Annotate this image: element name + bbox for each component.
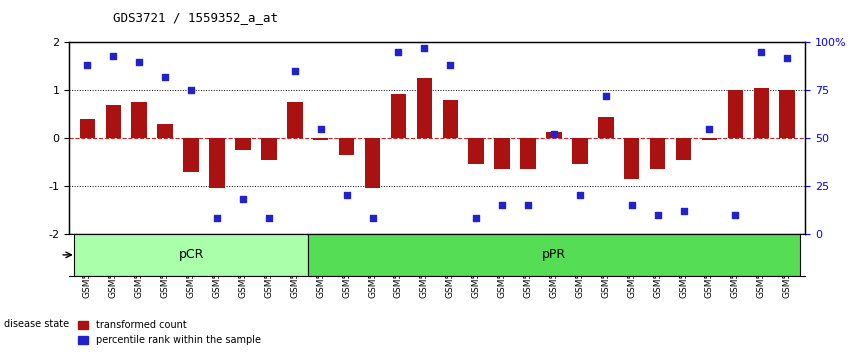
Bar xyxy=(158,124,173,138)
Bar xyxy=(727,90,743,138)
Bar xyxy=(287,102,302,138)
Point xyxy=(624,202,638,208)
Point xyxy=(573,193,587,198)
Bar xyxy=(675,138,691,160)
Point xyxy=(391,49,405,55)
Point xyxy=(728,212,742,217)
Bar xyxy=(339,138,354,155)
Bar xyxy=(307,234,800,276)
Point xyxy=(754,49,768,55)
Point xyxy=(210,216,224,221)
Point xyxy=(599,93,613,99)
Point xyxy=(547,131,561,137)
Bar xyxy=(546,132,562,138)
Point xyxy=(650,212,664,217)
Bar xyxy=(469,138,484,164)
Bar xyxy=(701,138,717,141)
Point xyxy=(469,216,483,221)
Bar xyxy=(236,138,251,150)
Point xyxy=(676,208,690,213)
Text: pPR: pPR xyxy=(542,249,566,261)
Bar xyxy=(184,138,199,172)
Point xyxy=(81,63,94,68)
Point xyxy=(780,55,794,61)
Bar xyxy=(74,234,307,276)
Bar xyxy=(650,138,665,169)
Bar xyxy=(391,94,406,138)
Point xyxy=(262,216,275,221)
Point xyxy=(339,193,353,198)
Bar xyxy=(417,78,432,138)
Bar xyxy=(598,116,614,138)
Bar xyxy=(80,119,95,138)
Text: disease state: disease state xyxy=(4,319,69,329)
Point xyxy=(184,87,198,93)
Text: GDS3721 / 1559352_a_at: GDS3721 / 1559352_a_at xyxy=(113,11,278,24)
Bar xyxy=(106,105,121,138)
Bar xyxy=(494,138,510,169)
Bar xyxy=(779,90,795,138)
Bar xyxy=(572,138,588,164)
Bar xyxy=(365,138,380,188)
Point xyxy=(236,196,250,202)
Point xyxy=(443,63,457,68)
Point xyxy=(521,202,535,208)
Point xyxy=(313,126,327,131)
Bar xyxy=(261,138,276,160)
Bar xyxy=(624,138,639,179)
Bar xyxy=(443,100,458,138)
Point xyxy=(158,74,172,80)
Point xyxy=(132,59,146,64)
Bar xyxy=(753,88,769,138)
Legend: transformed count, percentile rank within the sample: transformed count, percentile rank withi… xyxy=(74,316,264,349)
Text: pCR: pCR xyxy=(178,249,204,261)
Bar xyxy=(313,138,328,141)
Point xyxy=(495,202,509,208)
Bar xyxy=(210,138,225,188)
Point xyxy=(107,53,120,59)
Point xyxy=(288,68,301,74)
Point xyxy=(702,126,716,131)
Point xyxy=(417,45,431,51)
Bar xyxy=(132,102,147,138)
Bar xyxy=(520,138,536,169)
Point xyxy=(365,216,379,221)
